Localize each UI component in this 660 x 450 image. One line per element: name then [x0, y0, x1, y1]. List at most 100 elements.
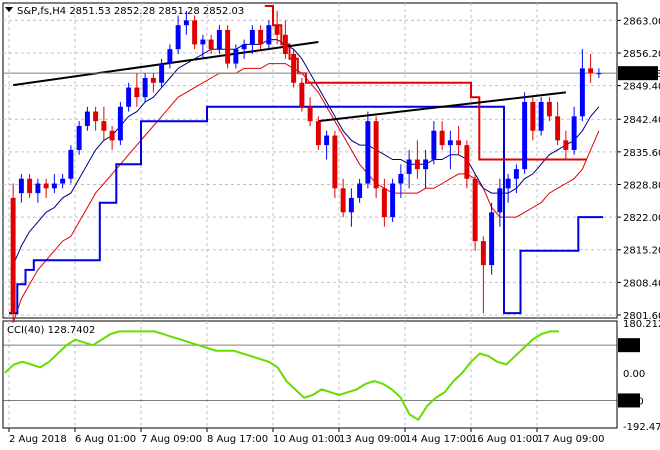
candle-body	[390, 183, 396, 218]
x-tick-label: 8 Aug 17:00	[207, 434, 268, 445]
cci-pane-frame	[2, 320, 618, 429]
candle-body	[117, 106, 123, 141]
x-tick-label: 10 Aug 01:00	[273, 434, 340, 445]
candle-body	[241, 44, 247, 50]
candle-body	[225, 29, 231, 64]
candle-body	[299, 82, 305, 107]
candle-body	[27, 178, 33, 194]
candle-body	[233, 49, 239, 64]
candle-body	[175, 25, 181, 50]
candle-body	[291, 53, 297, 83]
candle-body	[332, 135, 338, 189]
cci-label: CCI(40) 128.7402	[7, 325, 95, 336]
cci-tick-label: 0.00	[623, 369, 645, 380]
candle-body	[282, 34, 288, 54]
candle-body	[530, 101, 536, 131]
candle-body	[447, 140, 453, 146]
candle-body	[60, 178, 66, 184]
candle-body	[68, 149, 74, 179]
cci-line	[4, 330, 559, 422]
candle-body	[84, 111, 90, 126]
candle-body	[216, 29, 222, 50]
cci-tick-label: 100	[621, 341, 640, 352]
candle-body	[258, 29, 264, 45]
candle-body	[167, 49, 173, 64]
candle-body	[464, 145, 470, 179]
candle-body	[249, 29, 255, 45]
candle-body	[456, 140, 462, 146]
candle-body	[431, 130, 437, 160]
candle-body	[588, 68, 594, 74]
candle-body	[51, 183, 57, 189]
trendline	[12, 40, 319, 87]
candle-body	[365, 121, 371, 184]
candle-body	[150, 77, 156, 83]
candle-body	[43, 183, 49, 189]
candle-body	[18, 178, 24, 194]
x-tick-label: 7 Aug 09:00	[141, 434, 202, 445]
candle-body	[546, 101, 552, 117]
y-tick-label: 2856.20	[623, 49, 660, 60]
candle-body	[406, 159, 412, 174]
cci-level-box	[618, 338, 640, 353]
y-tick-label: 2801.60	[623, 311, 660, 322]
y-tick-label: 2828.80	[623, 180, 660, 191]
candle-body	[274, 25, 280, 35]
candle-body	[555, 116, 561, 141]
candle-body	[101, 121, 107, 131]
cci-tick-label: 180.2127	[623, 319, 660, 330]
current-price-box	[618, 66, 658, 81]
y-tick-label: 2835.60	[623, 148, 660, 159]
y-tick-label: 2815.20	[623, 246, 660, 257]
main-pane-frame	[2, 2, 618, 319]
x-tick-label: 2 Aug 2018	[9, 434, 67, 445]
candle-body	[159, 63, 165, 83]
candle-body	[126, 87, 132, 107]
candle-body	[381, 188, 387, 218]
candle-body	[505, 178, 511, 189]
candle-body	[497, 188, 503, 213]
y-tick-label: 2863.00	[623, 16, 660, 27]
y-tick-label: 2849.40	[623, 82, 660, 93]
candle-body	[10, 197, 16, 314]
candle-body	[192, 20, 198, 45]
candle-body	[109, 130, 115, 141]
cci-tick-label: -100	[621, 396, 644, 407]
candle-body	[134, 87, 140, 98]
x-tick-label: 6 Aug 01:00	[75, 434, 136, 445]
candle-body	[538, 101, 544, 131]
cci-level-box	[618, 393, 640, 408]
candle-body	[266, 25, 272, 45]
y-tick-label: 2842.40	[623, 115, 660, 126]
candle-body	[522, 101, 528, 170]
candle-body	[472, 178, 478, 242]
candle-body	[357, 183, 363, 198]
chart-dropdown-icon[interactable]	[5, 7, 13, 12]
candle-body	[307, 106, 313, 122]
x-tick-label: 16 Aug 01:00	[471, 434, 538, 445]
candle-body	[571, 116, 577, 150]
y-tick-label: 2808.40	[623, 278, 660, 289]
current-price-label: 2852.03	[621, 69, 660, 80]
candle-body	[513, 169, 519, 179]
support-channel-line	[9, 105, 603, 315]
y-tick-label: 2822.00	[623, 213, 660, 224]
candle-body	[373, 121, 379, 189]
candle-body	[423, 159, 429, 170]
candle-body	[414, 159, 420, 170]
x-tick-label: 13 Aug 09:00	[339, 434, 406, 445]
candle-body	[340, 188, 346, 213]
candle-body	[348, 197, 354, 213]
candle-body	[76, 125, 82, 150]
candle-body	[480, 241, 486, 266]
candle-body	[596, 73, 602, 75]
candle-body	[579, 68, 585, 117]
candle-body	[315, 121, 321, 146]
candle-body	[324, 135, 330, 146]
cci-tick-label: -192.47	[623, 422, 660, 433]
candle-body	[208, 39, 214, 50]
x-tick-label: 14 Aug 17:00	[405, 434, 472, 445]
candle-body	[142, 77, 148, 98]
x-tick-label: 17 Aug 09:00	[537, 434, 604, 445]
